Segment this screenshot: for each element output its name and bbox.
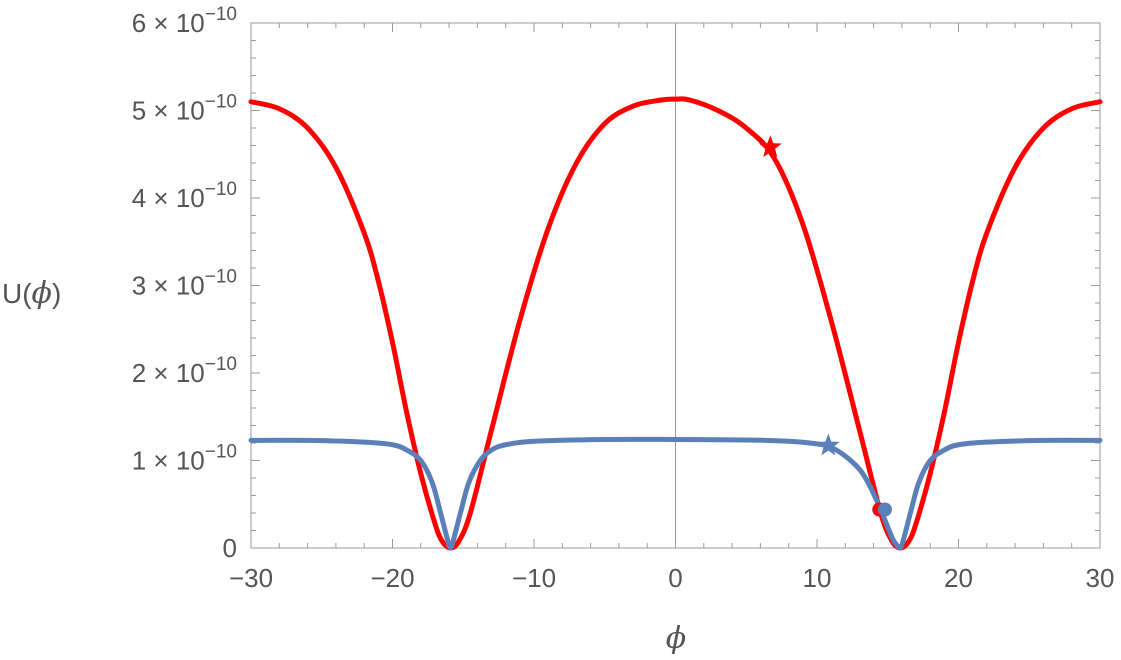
star-marker — [816, 433, 840, 456]
y-tick-label: 2 × 10−10 — [132, 354, 237, 388]
y-tick-label: 5 × 10−10 — [132, 92, 237, 126]
y-tick-label: 0 — [223, 533, 237, 563]
x-axis-label: ϕ — [666, 621, 686, 656]
x-tick-label: 30 — [1086, 563, 1115, 593]
x-tick-label: 20 — [944, 563, 973, 593]
series-line-2 — [248, 436, 1103, 551]
x-tick-label: 0 — [668, 563, 682, 593]
dot-marker — [877, 502, 892, 517]
point-markers — [758, 135, 892, 517]
x-tick-labels: −30 −20 −10 0 10 20 30 — [229, 563, 1115, 593]
y-tick-label: 4 × 10−10 — [132, 179, 237, 213]
series-lines — [248, 96, 1103, 551]
x-tick-label: −20 — [370, 563, 414, 593]
y-tick-label: 3 × 10−10 — [132, 267, 237, 301]
x-tick-label: −30 — [229, 563, 273, 593]
series-line-1 — [248, 96, 1103, 551]
star-marker — [758, 135, 782, 157]
x-tick-label: −10 — [512, 563, 556, 593]
y-axis-label: U(ϕ) — [2, 276, 61, 311]
y-tick-label: 1 × 10−10 — [132, 442, 237, 476]
y-tick-label: 6 × 10−10 — [132, 4, 237, 38]
x-tick-label: 10 — [803, 563, 832, 593]
tick-marks — [250, 22, 1101, 549]
y-tick-labels: 0 1 × 10−10 2 × 10−10 3 × 10−10 4 × 10−10 5 ×… — [132, 4, 237, 563]
